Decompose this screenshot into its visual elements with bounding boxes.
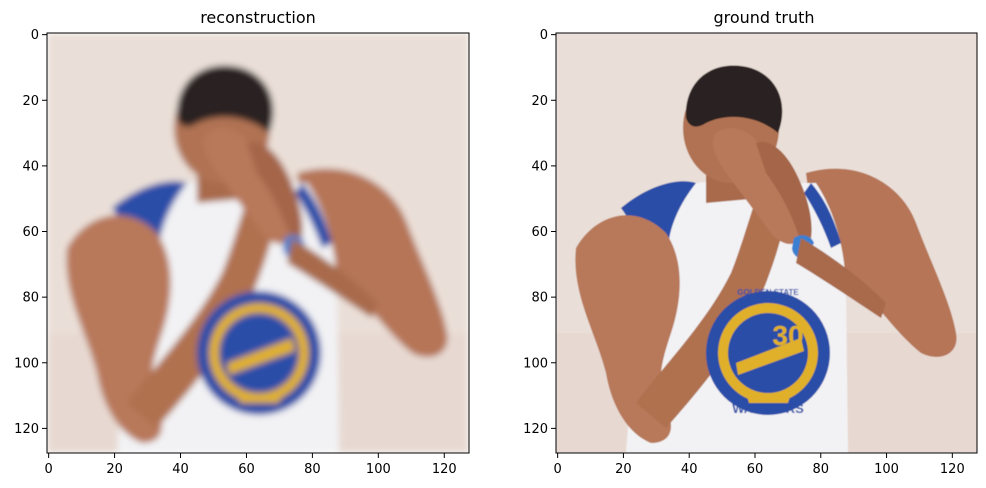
ground-truth-title: ground truth xyxy=(713,8,814,27)
jersey-number: 30 xyxy=(772,320,803,351)
ground-truth-x-tick-label: 20 xyxy=(615,462,632,477)
reconstruction-y-tick-label: 80 xyxy=(22,291,39,306)
reconstruction-x-tick-label: 40 xyxy=(172,462,189,477)
jersey-team-text: WARRIORS xyxy=(732,401,804,416)
ground-truth-y-tick-label: 60 xyxy=(531,225,548,240)
reconstruction-y-tick-label: 40 xyxy=(22,159,39,174)
ground-truth-x-tick-label: 80 xyxy=(812,462,829,477)
reconstruction-x-tick-label: 0 xyxy=(45,462,53,477)
ground-truth-y-tick-label: 40 xyxy=(531,159,548,174)
reconstruction-x-tick-label: 80 xyxy=(304,462,321,477)
ground-truth-axes-frame xyxy=(555,32,978,454)
reconstruction-y-tick-label: 0 xyxy=(31,28,39,43)
reconstruction-axes-frame xyxy=(46,32,470,454)
reconstruction-panel: reconstruction 0 20 40 60 80 100 120 0 20 40 60 80 1… xyxy=(14,8,470,477)
ground-truth-y-tick-label: 80 xyxy=(531,291,548,306)
reconstruction-y-tick-label: 20 xyxy=(22,94,39,109)
ground-truth-x-tick-label: 120 xyxy=(940,462,965,477)
ground-truth-x-tick-label: 40 xyxy=(681,462,698,477)
reconstruction-x-tick-label: 100 xyxy=(366,462,391,477)
reconstruction-y-tick-label: 60 xyxy=(22,225,39,240)
ground-truth-image: 30 WARRIORS GOLDEN STATE xyxy=(556,33,977,453)
ground-truth-x-tick-label: 100 xyxy=(874,462,899,477)
ground-truth-y-tick-label: 100 xyxy=(523,356,548,371)
reconstruction-ticks: 0 20 40 60 80 100 120 0 20 40 60 80 100 120 xyxy=(14,28,457,477)
reconstruction-x-tick-label: 20 xyxy=(106,462,123,477)
ground-truth-y-tick-label: 20 xyxy=(531,94,548,109)
reconstruction-x-tick-label: 60 xyxy=(238,462,255,477)
ground-truth-x-tick-label: 0 xyxy=(554,462,562,477)
ground-truth-y-tick-label: 120 xyxy=(523,422,548,437)
ground-truth-x-tick-label: 60 xyxy=(747,462,764,477)
jersey-top-text: GOLDEN STATE xyxy=(737,288,799,297)
reconstruction-y-tick-label: 120 xyxy=(14,422,39,437)
reconstruction-title: reconstruction xyxy=(200,8,316,27)
reconstruction-y-tick-label: 100 xyxy=(14,356,39,371)
reconstruction-x-tick-label: 120 xyxy=(432,462,457,477)
ground-truth-y-tick-label: 0 xyxy=(540,28,548,43)
ground-truth-panel: ground truth 30 WARRIORS GOLDEN STATE 0 2… xyxy=(523,8,978,477)
reconstruction-image xyxy=(47,33,469,453)
ground-truth-ticks: 0 20 40 60 80 100 120 0 20 40 60 80 100 120 xyxy=(523,28,965,477)
